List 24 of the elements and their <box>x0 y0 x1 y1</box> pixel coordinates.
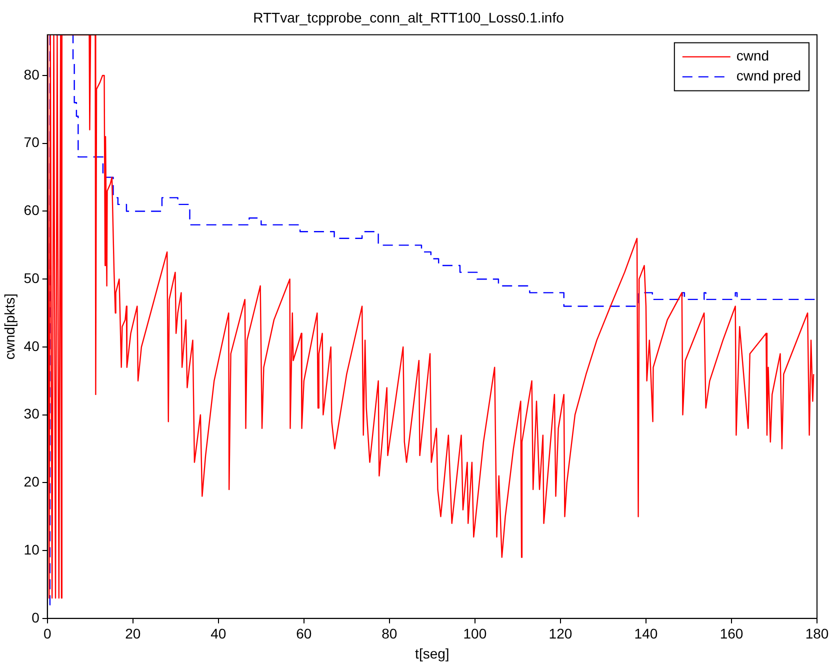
y-tick-label: 60 <box>24 202 40 218</box>
y-tick-label: 10 <box>24 541 40 558</box>
x-axis-title: t[seg] <box>415 645 450 662</box>
y-tick-label: 70 <box>24 134 40 150</box>
y-tick-label: 40 <box>24 338 40 354</box>
x-tick-label: 120 <box>548 626 572 642</box>
y-tick-label: 50 <box>24 270 40 286</box>
x-tick-label: 60 <box>296 626 312 642</box>
legend-label: cwnd pred <box>736 68 801 84</box>
x-tick-label: 40 <box>210 626 226 642</box>
chart-title: RTTvar_tcpprobe_conn_alt_RTT100_Loss0.1.info <box>253 9 564 26</box>
x-tick-label: 140 <box>634 626 658 642</box>
x-tick-label: 160 <box>720 626 744 642</box>
x-tick-label: 20 <box>125 626 141 642</box>
x-tick-label: 100 <box>463 626 487 642</box>
x-tick-label: 0 <box>43 626 52 642</box>
y-tick-label: 20 <box>24 474 40 490</box>
y-tick-label: 0 <box>32 609 40 626</box>
x-tick-label: 180 <box>805 626 829 642</box>
x-tick-label: 80 <box>382 626 398 642</box>
legend-label: cwnd <box>736 48 770 64</box>
y-tick-label: 80 <box>24 66 40 82</box>
y-axis-title: cwnd[pkts] <box>1 294 18 360</box>
y-tick-label: 30 <box>24 406 40 422</box>
